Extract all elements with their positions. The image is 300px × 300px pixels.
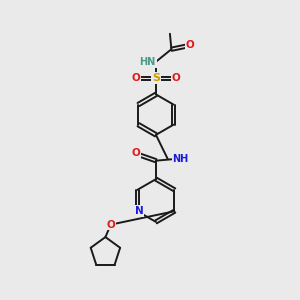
Text: O: O — [186, 40, 194, 50]
Text: NH: NH — [172, 154, 189, 164]
Text: O: O — [132, 73, 140, 83]
Text: O: O — [106, 220, 115, 230]
Text: O: O — [172, 73, 180, 83]
Text: N: N — [134, 206, 143, 216]
Text: O: O — [132, 148, 140, 158]
Text: S: S — [152, 73, 160, 83]
Text: HN: HN — [140, 57, 156, 67]
